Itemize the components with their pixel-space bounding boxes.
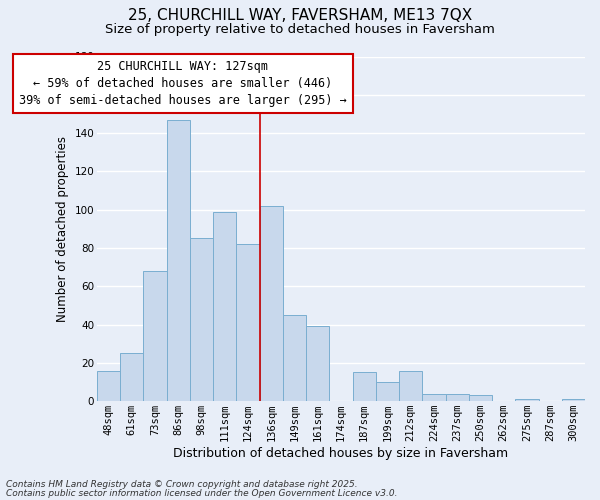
Text: Size of property relative to detached houses in Faversham: Size of property relative to detached ho… <box>105 22 495 36</box>
Text: 25, CHURCHILL WAY, FAVERSHAM, ME13 7QX: 25, CHURCHILL WAY, FAVERSHAM, ME13 7QX <box>128 8 472 22</box>
Text: 25 CHURCHILL WAY: 127sqm
← 59% of detached houses are smaller (446)
39% of semi-: 25 CHURCHILL WAY: 127sqm ← 59% of detach… <box>19 60 347 108</box>
Bar <box>399 370 422 401</box>
Bar <box>213 212 236 401</box>
Bar <box>260 206 283 401</box>
Bar <box>167 120 190 401</box>
Bar <box>236 244 260 401</box>
Bar <box>446 394 469 401</box>
Bar <box>120 354 143 401</box>
Bar <box>283 315 306 401</box>
Bar <box>376 382 399 401</box>
Bar <box>306 326 329 401</box>
Text: Contains public sector information licensed under the Open Government Licence v3: Contains public sector information licen… <box>6 488 398 498</box>
Bar <box>190 238 213 401</box>
Bar <box>515 400 539 401</box>
Bar <box>562 400 585 401</box>
Bar <box>97 370 120 401</box>
Bar <box>469 396 492 401</box>
Bar <box>353 372 376 401</box>
Y-axis label: Number of detached properties: Number of detached properties <box>56 136 69 322</box>
Bar <box>422 394 446 401</box>
Bar <box>143 271 167 401</box>
Text: Contains HM Land Registry data © Crown copyright and database right 2025.: Contains HM Land Registry data © Crown c… <box>6 480 358 489</box>
X-axis label: Distribution of detached houses by size in Faversham: Distribution of detached houses by size … <box>173 447 509 460</box>
